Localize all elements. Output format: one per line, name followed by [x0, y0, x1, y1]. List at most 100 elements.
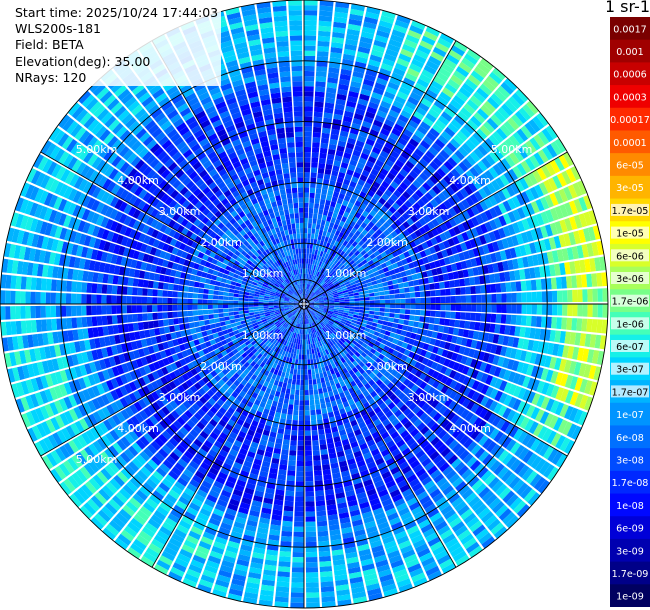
gate-cell: [306, 313, 308, 319]
gate-cell: [437, 192, 447, 202]
gate-cell: [291, 577, 304, 583]
gate-cell: [351, 586, 366, 594]
gate-cell: [194, 373, 202, 382]
gate-cell: [401, 447, 412, 457]
gate-cell: [537, 149, 549, 163]
gate-cell: [363, 339, 370, 345]
gate-cell: [427, 276, 434, 284]
gate-cell: [294, 306, 300, 309]
gate-cell: [308, 301, 314, 303]
gate-cell: [502, 260, 509, 271]
gate-cell: [409, 24, 424, 35]
gate-cell: [291, 384, 296, 390]
gate-cell: [432, 492, 444, 503]
gate-cell: [304, 329, 306, 335]
gate-cell: [278, 318, 284, 322]
gate-cell: [426, 447, 437, 457]
gate-cell: [254, 387, 261, 395]
gate-cell: [258, 444, 266, 451]
gate-cell: [429, 338, 437, 346]
gate-cell: [287, 313, 293, 317]
gate-cell: [507, 198, 517, 210]
gate-cell: [256, 353, 263, 360]
gate-cell: [414, 285, 420, 292]
gate-cell: [276, 348, 281, 354]
gate-cell: [314, 368, 319, 374]
gate-cell: [405, 124, 416, 134]
gate-cell: [439, 462, 450, 473]
gate-cell: [312, 287, 316, 292]
gate-cell: [364, 74, 376, 82]
gate-cell: [273, 369, 279, 375]
gate-cell: [499, 380, 508, 392]
gate-cell: [292, 562, 304, 568]
gate-cell: [488, 167, 499, 179]
gate-cell: [116, 439, 127, 451]
gate-cell: [353, 345, 360, 352]
gate-cell: [317, 167, 325, 174]
gate-cell: [413, 418, 423, 428]
gate-cell: [73, 490, 86, 504]
gate-cell: [395, 299, 401, 304]
gate-cell: [317, 424, 324, 430]
gate-cell: [344, 229, 351, 236]
gate-cell: [360, 152, 369, 160]
gate-cell: [367, 259, 374, 266]
gate-cell: [378, 197, 387, 205]
gate-cell: [441, 249, 449, 258]
gate-cell: [313, 275, 317, 281]
gate-cell: [188, 564, 203, 574]
gate-cell: [542, 146, 553, 161]
gate-cell: [434, 549, 449, 561]
gate-cell: [410, 393, 419, 402]
gate-cell: [400, 354, 408, 362]
gate-cell: [242, 337, 249, 343]
gate-cell: [124, 395, 133, 406]
gate-cell: [105, 392, 115, 403]
gate-cell: [392, 564, 406, 574]
gate-cell: [393, 210, 402, 219]
gate-cell: [316, 325, 321, 331]
gate-cell: [571, 275, 578, 288]
gate-cell: [268, 394, 275, 401]
gate-cell: [527, 172, 538, 185]
gate-cell: [319, 198, 326, 205]
gate-cell: [245, 586, 259, 595]
gate-cell: [356, 331, 363, 337]
gate-cell: [77, 404, 88, 417]
gate-cell: [255, 485, 265, 493]
gate-cell: [262, 338, 269, 344]
gate-cell: [520, 315, 527, 326]
gate-cell: [306, 289, 309, 295]
gate-cell: [559, 219, 568, 233]
gate-cell: [536, 304, 543, 315]
gate-cell: [343, 312, 349, 316]
gate-cell: [482, 185, 492, 197]
gate-cell: [113, 426, 124, 438]
gate-cell: [233, 398, 241, 406]
gate-cell: [306, 248, 310, 254]
gate-cell: [247, 371, 254, 378]
gate-cell: [361, 120, 372, 129]
gate-cell: [451, 193, 461, 204]
gate-cell: [301, 329, 303, 335]
gate-cell: [418, 363, 426, 372]
gate-cell: [312, 243, 317, 250]
gate-cell: [390, 327, 397, 334]
gate-cell: [410, 115, 422, 125]
gate-cell: [453, 179, 463, 190]
gate-cell: [310, 409, 316, 416]
gate-cell: [394, 498, 406, 507]
gate-cell: [545, 398, 555, 412]
gate-cell: [461, 365, 470, 375]
gate-cell: [272, 421, 279, 428]
gate-cell: [273, 504, 283, 511]
gate-cell: [398, 583, 413, 593]
gate-cell: [347, 376, 354, 383]
gate-cell: [204, 401, 213, 410]
gate-cell: [275, 329, 281, 335]
gate-cell: [322, 464, 331, 471]
gate-cell: [392, 146, 403, 155]
gate-cell: [342, 233, 348, 240]
gate-cell: [500, 141, 512, 154]
